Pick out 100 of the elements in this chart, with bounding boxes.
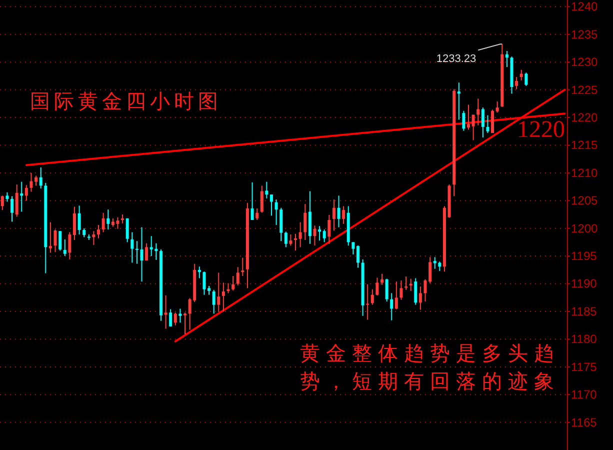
candlestick bbox=[400, 280, 403, 300]
candlestick bbox=[48, 222, 52, 254]
candlestick bbox=[394, 281, 398, 310]
annotation: 1220 bbox=[517, 117, 565, 143]
annotation: 1233.23 bbox=[436, 53, 476, 66]
y-tick-label: 1180 bbox=[571, 332, 598, 346]
y-tick-label: 1195 bbox=[571, 249, 598, 264]
candlestick bbox=[15, 184, 18, 218]
candlestick bbox=[414, 278, 418, 306]
candlestick bbox=[366, 284, 370, 320]
y-tick-label: 1220 bbox=[571, 110, 598, 124]
candlestick bbox=[404, 276, 408, 290]
candlestick bbox=[356, 245, 360, 268]
candlestick bbox=[265, 181, 268, 199]
candlestick bbox=[226, 282, 230, 294]
annotation: 黄金整体趋势是多头趋势，短期有回落的迹象 bbox=[300, 342, 561, 395]
candlestick bbox=[202, 271, 206, 296]
candlestick bbox=[92, 230, 96, 246]
candlestick bbox=[250, 182, 254, 221]
candlestick bbox=[298, 222, 302, 248]
candlestick bbox=[332, 199, 336, 232]
candlestick bbox=[376, 277, 379, 296]
candlestick bbox=[304, 203, 307, 240]
candlestick bbox=[524, 72, 528, 86]
candlestick bbox=[34, 175, 38, 186]
candlestick bbox=[466, 104, 470, 130]
y-tick-label: 1225 bbox=[571, 82, 598, 97]
candlestick bbox=[328, 214, 331, 244]
candlestick bbox=[260, 185, 264, 214]
candlestick bbox=[102, 212, 105, 233]
candlestick bbox=[322, 228, 326, 243]
candlestick bbox=[385, 278, 388, 302]
candlestick bbox=[342, 206, 346, 224]
y-tick-label: 1210 bbox=[571, 166, 598, 180]
candlestick bbox=[97, 224, 100, 239]
candlestick bbox=[481, 107, 484, 138]
candlestick bbox=[486, 114, 490, 134]
y-tick-label: 1175 bbox=[571, 360, 598, 374]
candlestick bbox=[280, 207, 283, 242]
candlestick bbox=[217, 272, 220, 313]
candlestick bbox=[222, 282, 225, 312]
candlestick bbox=[232, 275, 235, 291]
candlestick bbox=[515, 76, 518, 90]
candlestick bbox=[183, 312, 186, 335]
candlestick bbox=[496, 100, 499, 113]
candlestick bbox=[313, 225, 316, 246]
candlestick bbox=[284, 231, 288, 248]
candlestick bbox=[370, 288, 374, 306]
candlestick bbox=[289, 234, 292, 246]
candlestick bbox=[241, 257, 244, 276]
candlestick bbox=[10, 196, 14, 222]
candlestick bbox=[390, 292, 394, 321]
candlestick bbox=[63, 238, 66, 257]
candlestick bbox=[164, 294, 168, 330]
candlestick bbox=[270, 194, 273, 216]
candlestick bbox=[236, 266, 240, 286]
candlestick bbox=[178, 308, 182, 324]
candlestick bbox=[106, 208, 110, 230]
candlestick bbox=[352, 242, 355, 255]
y-tick-label: 1200 bbox=[571, 221, 598, 236]
candlestick bbox=[78, 205, 81, 235]
text: 国际黄金四小时图 bbox=[30, 91, 222, 113]
candlestick bbox=[145, 242, 148, 261]
candlestick bbox=[462, 110, 466, 132]
candlestick bbox=[380, 273, 384, 286]
candlestick bbox=[169, 308, 172, 327]
candlestick bbox=[39, 166, 42, 189]
candlestick bbox=[24, 184, 28, 202]
y-tick-label: 1165 bbox=[571, 415, 598, 430]
y-tick-label: 1230 bbox=[571, 55, 598, 70]
y-tick-label: 1205 bbox=[571, 194, 598, 208]
candlestick bbox=[472, 114, 475, 141]
candlestick bbox=[476, 98, 480, 126]
candlestick bbox=[256, 208, 259, 221]
candlestick bbox=[212, 289, 216, 314]
candlestick bbox=[409, 278, 412, 292]
candlestick bbox=[54, 228, 57, 253]
candlestick bbox=[126, 218, 129, 243]
y-tick-label: 1185 bbox=[571, 304, 598, 318]
candlestick bbox=[294, 233, 298, 251]
y-tick-label: 1215 bbox=[571, 138, 598, 152]
y-tick-label: 1190 bbox=[571, 276, 598, 291]
candlestick bbox=[135, 240, 138, 264]
candlestick bbox=[520, 69, 523, 81]
candlestick bbox=[418, 286, 422, 310]
candlestick bbox=[337, 195, 340, 228]
candlestick bbox=[274, 199, 278, 226]
candlestick bbox=[140, 226, 144, 282]
candlestick bbox=[68, 232, 72, 260]
candlestick bbox=[72, 206, 76, 240]
candlestick bbox=[505, 50, 508, 68]
candlestick bbox=[0, 195, 4, 211]
candlestick bbox=[30, 172, 33, 192]
candlestick bbox=[174, 312, 177, 326]
candlestick bbox=[58, 230, 62, 251]
y-tick-label: 1170 bbox=[571, 388, 598, 402]
candlestick bbox=[130, 232, 134, 264]
y-tick-label: 1240 bbox=[571, 0, 598, 14]
candlestick bbox=[6, 192, 9, 202]
y-tick-label: 1235 bbox=[571, 27, 598, 42]
